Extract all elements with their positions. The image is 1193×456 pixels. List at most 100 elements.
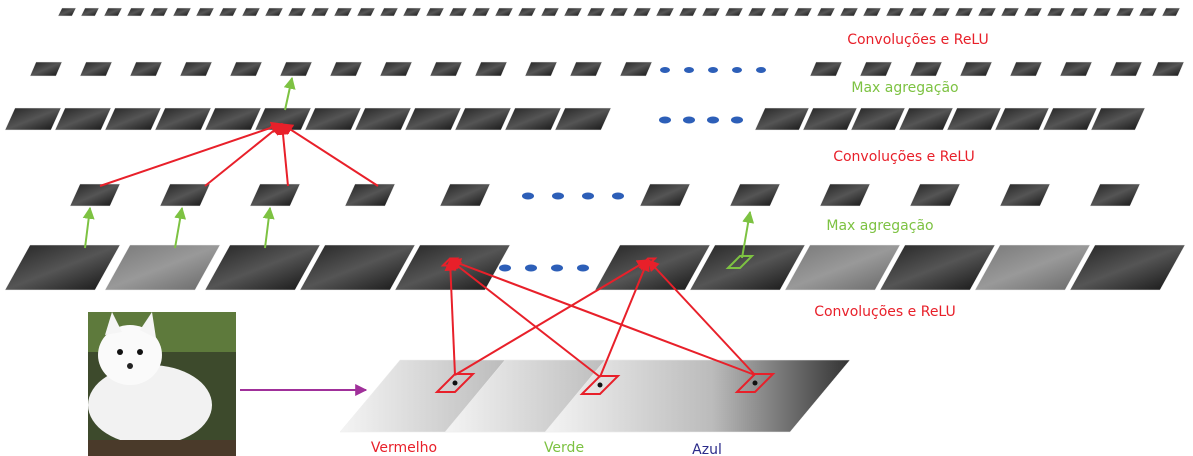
feature-map [1070, 245, 1185, 290]
feature-map [755, 108, 809, 130]
layer-label: Max agregação [851, 80, 958, 96]
ellipsis-dot [683, 117, 695, 124]
feature-map [1000, 184, 1050, 206]
ellipsis-dot [659, 117, 671, 124]
feature-map [180, 62, 212, 76]
feature-map [1162, 8, 1180, 16]
ellipsis-dot [525, 265, 537, 272]
feature-map [570, 62, 602, 76]
ellipsis-dot [612, 193, 624, 200]
feature-map [495, 8, 513, 16]
feature-map [355, 108, 411, 130]
feature-map [518, 8, 536, 16]
ellipsis-dot [577, 265, 589, 272]
feature-map [955, 8, 973, 16]
feature-map [395, 245, 510, 290]
feature-map [595, 245, 710, 290]
ellipsis-dot [732, 67, 742, 73]
feature-map [748, 8, 766, 16]
feature-map [1139, 8, 1157, 16]
feature-map [880, 245, 995, 290]
feature-map [656, 8, 674, 16]
ellipsis-dot [756, 67, 766, 73]
feature-map [803, 108, 857, 130]
feature-map [1070, 8, 1088, 16]
channel-label: Azul [692, 442, 722, 456]
feature-map [230, 62, 262, 76]
feature-map [155, 108, 211, 130]
feature-map [771, 8, 789, 16]
feature-map [1043, 108, 1097, 130]
feature-map [620, 62, 652, 76]
feature-map [995, 108, 1049, 130]
ellipsis-dot [684, 67, 694, 73]
feature-map [690, 245, 805, 290]
arrow [450, 260, 600, 377]
ellipsis-dot [551, 265, 563, 272]
feature-map [1110, 62, 1142, 76]
feature-map [633, 8, 651, 16]
feature-map [863, 8, 881, 16]
feature-map [1116, 8, 1134, 16]
feature-map [820, 184, 870, 206]
feature-map [440, 184, 490, 206]
arrow [265, 208, 270, 248]
feature-map [541, 8, 559, 16]
layer-label: Convoluções e ReLU [847, 32, 989, 48]
feature-map [947, 108, 1001, 130]
feature-map [1060, 62, 1092, 76]
feature-map [305, 108, 361, 130]
feature-map [265, 8, 283, 16]
feature-map [357, 8, 375, 16]
dog-photo [88, 312, 236, 456]
feature-map [730, 184, 780, 206]
feature-map [472, 8, 490, 16]
cnn-diagram: Convoluções e ReLU Convoluções e ReLU Co… [0, 0, 1193, 456]
feature-map [1047, 8, 1065, 16]
feature-map [173, 8, 191, 16]
feature-map [525, 62, 557, 76]
feature-map [405, 108, 461, 130]
feature-map [449, 8, 467, 16]
feature-map [300, 245, 415, 290]
feature-map [587, 8, 605, 16]
feature-map [909, 8, 927, 16]
feature-map [80, 62, 112, 76]
feature-map [725, 8, 743, 16]
feature-map [380, 62, 412, 76]
feature-map [280, 62, 312, 76]
feature-map [1001, 8, 1019, 16]
feature-map [196, 8, 214, 16]
feature-map [250, 184, 300, 206]
feature-map [345, 184, 395, 206]
feature-map [851, 108, 905, 130]
feature-map [1010, 62, 1042, 76]
feature-map [555, 108, 611, 130]
ellipsis-dot [552, 193, 564, 200]
feature-map [426, 8, 444, 16]
feature-map [105, 245, 220, 290]
feature-map [505, 108, 561, 130]
layer-label: Convoluções e ReLU [814, 304, 956, 320]
feature-map [932, 8, 950, 16]
feature-map [205, 245, 320, 290]
feature-map [311, 8, 329, 16]
feature-map [975, 245, 1090, 290]
ellipsis-dot [582, 193, 594, 200]
feature-map [910, 62, 942, 76]
feature-map [242, 8, 260, 16]
feature-map [910, 184, 960, 206]
feature-map [104, 8, 122, 16]
feature-map [860, 62, 892, 76]
feature-map [564, 8, 582, 16]
feature-map [886, 8, 904, 16]
feature-map [794, 8, 812, 16]
feature-map [978, 8, 996, 16]
feature-map [127, 8, 145, 16]
feature-map [785, 245, 900, 290]
arrow [100, 124, 282, 186]
feature-map [899, 108, 953, 130]
arrow [85, 208, 90, 248]
feature-map [219, 8, 237, 16]
arrow [285, 78, 292, 110]
